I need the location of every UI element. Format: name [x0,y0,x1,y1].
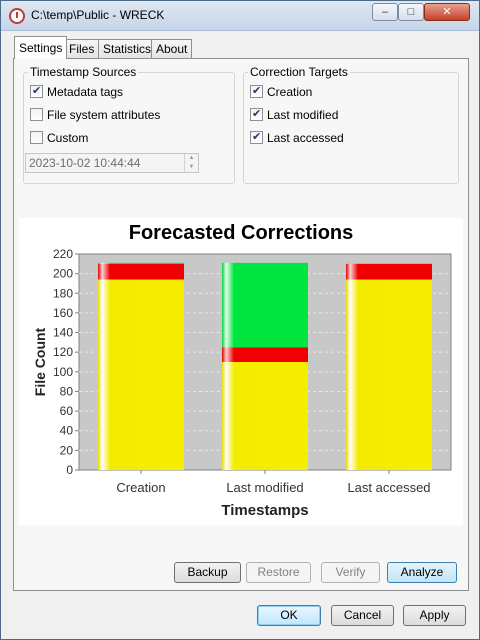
correction-targets-group: Correction Targets Creation Last modifie… [243,65,459,184]
custom-datetime-picker[interactable]: 2023-10-02 10:44:44 ▲ ▼ [25,153,199,173]
checkbox-checked-icon[interactable] [250,107,263,121]
x-tick-label: Last accessed [347,480,430,495]
chart-svg: Forecasted Corrections 0 20 40 60 80 100 120 14… [32,222,452,519]
x-axis: Creation Last modified Last accessed [116,470,431,495]
last-modified-checkbox[interactable]: Last modified [250,107,339,124]
tab-settings[interactable]: Settings [14,36,68,59]
bar-segment [346,279,432,470]
y-tick-label: 20 [60,443,74,457]
checkbox-label: Custom [47,131,89,145]
bar-segment [98,279,184,470]
x-tick-label: Last modified [226,480,303,495]
restore-button[interactable]: Restore [246,562,311,583]
y-tick-label: 120 [53,345,73,359]
bar-segment [346,263,432,280]
y-tick-label: 180 [53,286,73,300]
y-tick-label: 140 [53,326,73,340]
checkbox-checked-icon[interactable] [250,84,263,98]
checkbox-checked-icon[interactable] [250,130,263,144]
checkbox-label: Metadata tags [47,85,124,99]
y-tick-label: 60 [60,404,74,418]
forecast-chart: Forecasted Corrections 0 20 40 60 80 100 120 14… [19,218,463,525]
y-tick-label: 40 [60,424,74,438]
settings-panel: Timestamp Sources Metadata tags File sys… [13,58,469,591]
minimize-button[interactable]: – [372,3,398,21]
custom-checkbox[interactable]: Custom [30,131,88,147]
clock-icon [9,8,25,24]
y-tick-label: 200 [53,267,73,281]
analyze-button[interactable]: Analyze [387,562,457,583]
x-axis-label: Timestamps [221,502,308,519]
cancel-button[interactable]: Cancel [331,605,394,626]
checkbox-label: File system attributes [47,108,161,122]
checkbox-checked-icon[interactable] [30,84,43,98]
x-tick-label: Creation [116,480,165,495]
bar-segment [222,362,308,470]
group-title: Correction Targets [248,65,350,79]
checkbox-label: Last modified [267,108,339,122]
y-tick-label: 160 [53,306,73,320]
backup-button[interactable]: Backup [174,562,241,583]
ok-button[interactable]: OK [257,605,321,626]
group-title: Timestamp Sources [28,65,139,79]
creation-checkbox[interactable]: Creation [250,84,313,101]
file-system-attributes-checkbox[interactable]: File system attributes [30,108,160,124]
checkbox-unchecked-icon[interactable] [30,131,43,144]
y-tick-label: 100 [53,365,73,379]
y-tick-label: 0 [66,463,73,477]
maximize-button[interactable]: □ [398,3,424,21]
chart-title: Forecasted Corrections [129,222,354,244]
bar-segment [222,262,308,348]
bars [98,262,432,470]
bar-segment [98,262,184,264]
y-axis: 0 20 40 60 80 100 120 140 160 180 200 220 [53,247,79,477]
tab-statistics[interactable]: Statistics [98,39,157,58]
bar-segment [222,347,308,362]
title-bar[interactable]: C:\temp\Public - WRECK – □ ✕ [1,1,479,31]
last-accessed-checkbox[interactable]: Last accessed [250,130,344,147]
verify-button[interactable]: Verify [321,562,380,583]
checkbox-label: Last accessed [267,131,344,145]
datetime-spinner[interactable]: ▲ ▼ [184,154,198,172]
spin-down-icon[interactable]: ▼ [188,164,195,170]
bar-segment [98,263,184,280]
window-title: C:\temp\Public - WRECK [31,8,165,22]
metadata-tags-checkbox[interactable]: Metadata tags [30,84,124,101]
tab-files[interactable]: Files [64,39,100,58]
apply-button[interactable]: Apply [403,605,466,626]
y-tick-label: 220 [53,247,73,261]
timestamp-sources-group: Timestamp Sources Metadata tags File sys… [23,65,235,184]
custom-datetime-value: 2023-10-02 10:44:44 [29,156,141,170]
checkbox-unchecked-icon[interactable] [30,108,43,121]
spin-up-icon[interactable]: ▲ [188,155,195,161]
close-button[interactable]: ✕ [424,3,470,21]
tab-about[interactable]: About [151,39,193,58]
checkbox-label: Creation [267,85,313,99]
y-tick-label: 80 [60,384,74,398]
y-axis-label: File Count [32,327,48,396]
